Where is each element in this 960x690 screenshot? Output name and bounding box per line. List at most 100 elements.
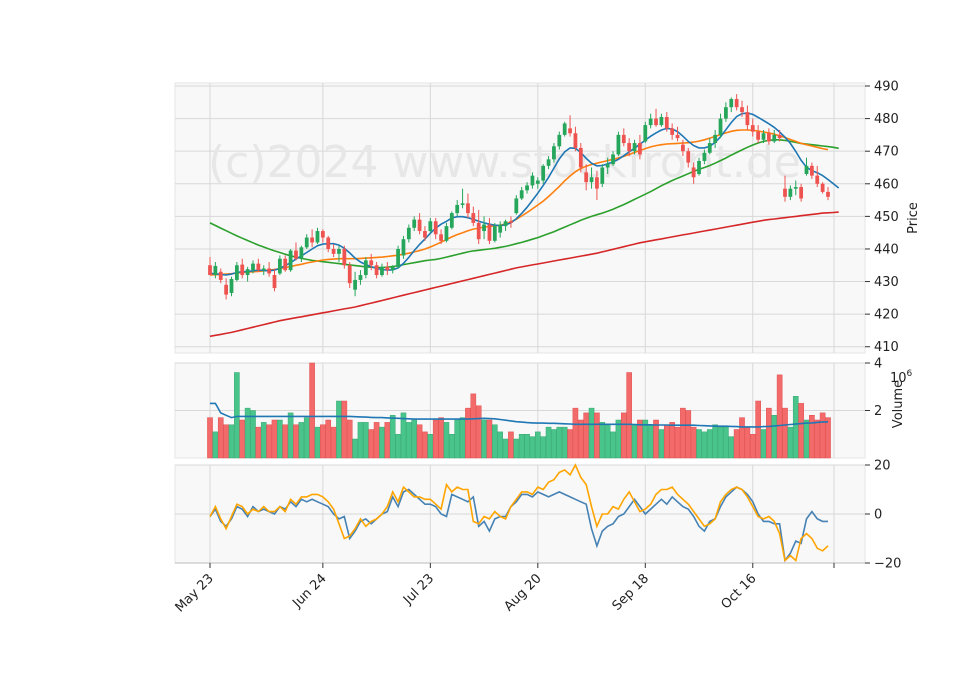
candle-body [251,263,255,271]
candlestick [208,257,212,276]
price-axis-ticks: 410 420 430 440 450 460 470 480 490 [865,80,899,355]
candle-body [718,118,723,135]
candle-body [702,152,707,161]
candle-body [224,284,229,295]
candlestick [530,172,535,189]
volume-scale-exponent: 6 [907,369,913,379]
candle-body [460,203,465,205]
candle-body [487,224,492,241]
candle-body [369,260,374,266]
candle-body [363,260,368,276]
candle-body [423,231,427,238]
candlesticks [208,94,830,300]
candlestick [627,138,632,157]
volume-bar [438,417,444,459]
volume-bar [303,417,310,459]
candle-body [697,160,701,174]
volume-bar [723,426,729,459]
volume-bar [540,436,546,459]
candle-body [729,99,734,108]
volume-bar [690,426,697,459]
volume-bar [250,410,256,459]
candlestick [815,165,820,188]
candle-body [261,268,266,271]
watermark-text: (c)2024 www.stockfront.de [208,137,801,188]
oscillator-tick-label: 0 [874,508,882,523]
candle-body [675,134,680,139]
price-tick-label: 420 [874,308,899,323]
volume-bar [674,426,681,459]
candlestick [562,121,567,137]
volume-bar [293,424,299,459]
volume-bar [212,431,219,459]
candlestick [401,235,406,259]
volume-bar [282,424,289,459]
volume-bar [400,412,407,459]
volume-scale-label: 106 [890,369,913,386]
candlestick [788,185,793,201]
volume-bar [712,424,718,459]
volume-bar [771,415,778,459]
candle-body [611,154,615,165]
volume-bar [287,412,294,459]
volume-bar [384,422,391,459]
candle-body [562,123,567,135]
volume-bar [739,417,745,459]
volume-bar [798,403,804,459]
candlestick [675,126,680,142]
volume-bar [411,419,418,459]
volume-bar [551,429,557,459]
price-panel-background [174,82,866,354]
candle-body [750,125,755,132]
candlestick [664,112,669,132]
candlestick [476,209,481,245]
candle-body [654,118,658,126]
volume-bar [422,431,428,459]
candle-body [783,188,787,197]
volume-bar [497,431,503,459]
price-tick-label: 430 [874,275,899,290]
candlestick [444,222,449,243]
volume-bar [760,429,767,459]
volume-bar [803,419,810,459]
candlestick [406,224,411,243]
candle-body [245,269,250,276]
volume-bar [298,422,305,459]
candlestick [471,206,476,227]
candlestick [433,218,438,240]
candle-body [390,266,395,271]
volume-bar [406,422,412,459]
moving-average-lines [209,112,840,338]
candlestick [347,262,352,289]
volume-bar [379,426,385,459]
candlestick [750,118,755,137]
price-gridlines [175,83,865,353]
candlestick [718,113,723,139]
volume-bar [449,434,455,459]
candle-body [826,191,830,197]
candle-body [514,198,519,214]
price-tick-label: 450 [874,210,899,225]
volume-bar [588,407,595,459]
candlestick [611,151,615,166]
candle-body [767,133,771,142]
candlestick [605,157,610,174]
volume-bar [637,419,643,459]
candlestick [600,164,605,188]
volume-bar [373,422,380,459]
volume-bar [733,429,740,459]
candlestick [621,128,626,147]
candle-body [616,134,621,155]
candle-body [320,231,325,238]
volume-bar [776,374,783,459]
candlestick [337,245,341,262]
volume-bar [260,422,267,459]
volume-bar [658,429,665,459]
candlestick [390,265,395,274]
oscillator-panel: 20 0 −20 [174,459,901,572]
candle-body [664,116,669,129]
price-tick-label: 460 [874,177,899,192]
volume-bar [749,434,756,459]
candle-body [288,250,293,271]
volume-bar [228,424,235,459]
